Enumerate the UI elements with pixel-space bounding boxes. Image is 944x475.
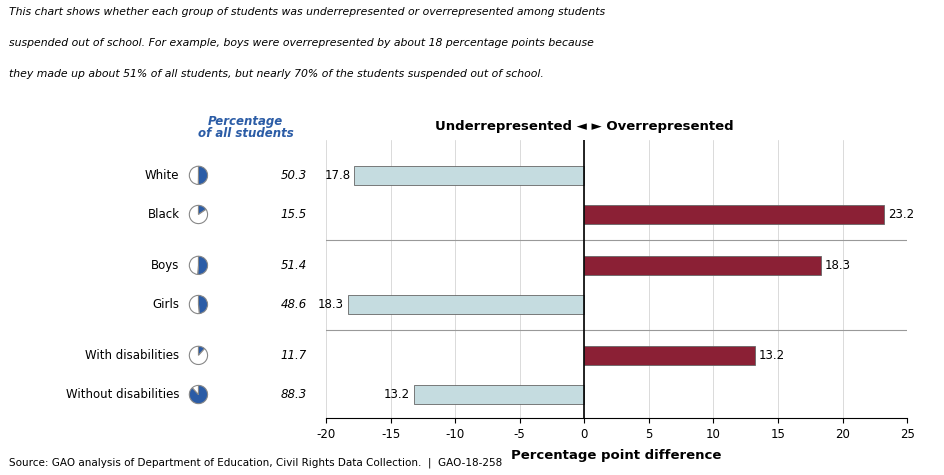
Bar (347, 294, 583, 314)
Wedge shape (189, 166, 198, 184)
Text: 88.3: 88.3 (280, 388, 307, 401)
Text: 13.2: 13.2 (383, 388, 410, 401)
Text: White: White (144, 169, 179, 182)
Text: suspended out of school. For example, boys were overrepresented by about 18 perc: suspended out of school. For example, bo… (9, 38, 594, 48)
Wedge shape (198, 166, 208, 184)
Text: Boys: Boys (151, 259, 179, 272)
Text: Percentage: Percentage (208, 115, 283, 128)
Text: 18.3: 18.3 (824, 259, 850, 272)
Text: 17.8: 17.8 (324, 169, 350, 182)
Wedge shape (197, 256, 208, 275)
Text: Without disabilities: Without disabilities (66, 388, 179, 401)
Wedge shape (189, 346, 208, 364)
Wedge shape (189, 205, 208, 224)
Text: Source: GAO analysis of Department of Education, Civil Rights Data Collection.  : Source: GAO analysis of Department of Ed… (9, 457, 502, 468)
Bar (583, 256, 819, 275)
Wedge shape (189, 295, 199, 314)
Text: Black: Black (147, 208, 179, 221)
X-axis label: Percentage point difference: Percentage point difference (511, 449, 721, 462)
Text: 13.2: 13.2 (758, 349, 784, 362)
Bar (413, 385, 583, 404)
Wedge shape (189, 385, 208, 404)
Text: they made up about 51% of all students, but nearly 70% of the students suspended: they made up about 51% of all students, … (9, 69, 544, 79)
Text: 51.4: 51.4 (280, 259, 307, 272)
Text: 18.3: 18.3 (318, 298, 344, 311)
Bar (583, 205, 883, 224)
Text: 50.3: 50.3 (280, 169, 307, 182)
Text: 48.6: 48.6 (280, 298, 307, 311)
Text: This chart shows whether each group of students was underrepresented or overrepr: This chart shows whether each group of s… (9, 7, 605, 17)
Wedge shape (189, 256, 198, 275)
Bar (354, 166, 583, 185)
Text: of all students: of all students (197, 127, 294, 140)
Wedge shape (198, 346, 204, 355)
Wedge shape (193, 385, 198, 395)
Bar (583, 346, 754, 365)
Text: 23.2: 23.2 (886, 208, 913, 221)
Text: 15.5: 15.5 (280, 208, 307, 221)
Wedge shape (198, 205, 206, 215)
Text: Underrepresented ◄ ► Overrepresented: Underrepresented ◄ ► Overrepresented (434, 120, 733, 133)
Wedge shape (198, 295, 208, 314)
Text: With disabilities: With disabilities (85, 349, 179, 362)
Text: 11.7: 11.7 (280, 349, 307, 362)
Text: Girls: Girls (152, 298, 179, 311)
